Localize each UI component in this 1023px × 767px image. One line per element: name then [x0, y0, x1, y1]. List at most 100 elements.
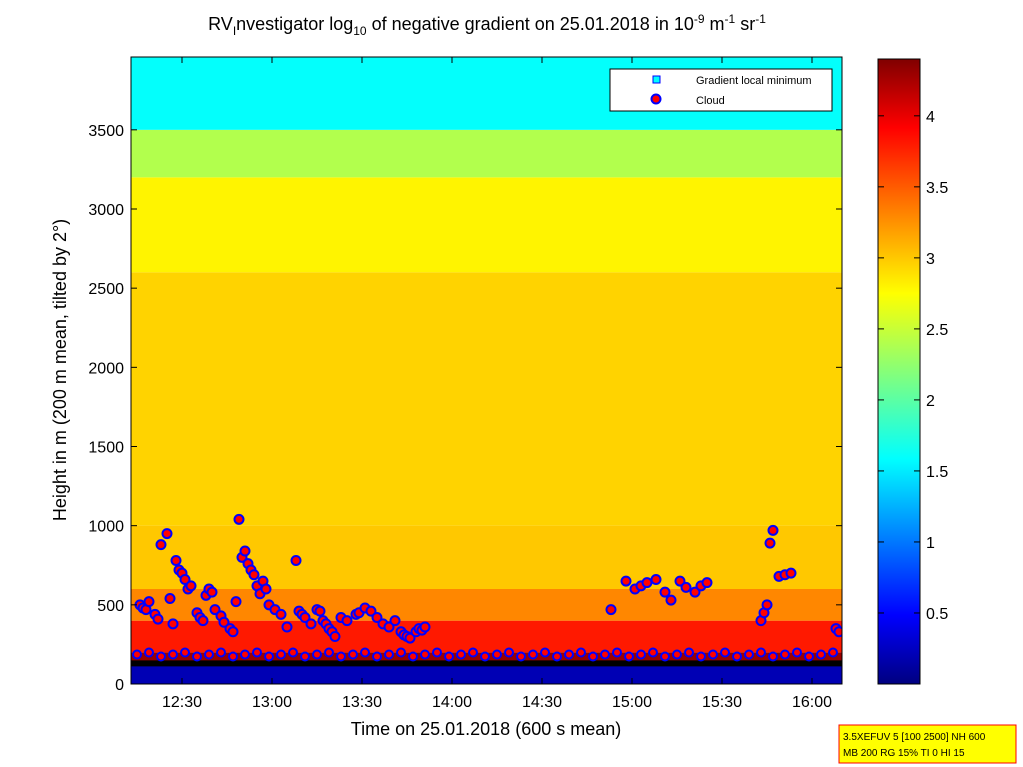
base-cloud-marker	[528, 649, 538, 660]
base-cloud-marker	[552, 651, 562, 662]
settings-info-box	[838, 724, 1017, 764]
x-tick-label: 16:00	[792, 694, 832, 711]
base-cloud-marker	[156, 651, 166, 662]
base-cloud-marker	[564, 649, 574, 660]
y-axis-ticks: 0 500 1000 1500 2000 2500 3000 3500	[88, 123, 842, 694]
base-cloud-marker	[732, 651, 742, 662]
y-tick-label: 1500	[88, 440, 124, 457]
cloud-marker	[389, 615, 401, 627]
cloud-marker	[164, 593, 176, 604]
cloud-marker	[605, 604, 617, 616]
base-cloud-marker	[384, 649, 394, 660]
base-cloud-marker	[240, 649, 250, 660]
base-cloud-marker	[288, 647, 298, 658]
cloud-marker	[170, 555, 182, 566]
legend-label-gradient-minimum: Gradient local minimum	[696, 75, 812, 87]
cloud-marker	[650, 574, 662, 585]
base-cloud-marker	[576, 647, 586, 658]
base-cloud-marker	[360, 647, 370, 658]
cloud-marker	[260, 583, 272, 595]
y-tick-label: 1000	[88, 519, 124, 536]
base-cloud-marker	[336, 651, 346, 662]
base-cloud-marker	[180, 647, 190, 658]
x-axis-ticks: 12:30 13:00 13:30 14:00 14:30 15:00 15:30 16:00	[162, 57, 832, 711]
base-cloud-marker	[600, 649, 610, 660]
cloud-marker	[152, 613, 164, 625]
base-cloud-marker	[492, 649, 502, 660]
cloud-marker	[620, 575, 632, 587]
colorbar-tick-label: 3	[926, 251, 935, 268]
cloud-marker	[365, 605, 377, 617]
colorbar-tick-label: 4	[926, 109, 935, 126]
base-cloud-marker	[504, 647, 514, 658]
legend-marker-gradient-minimum	[652, 75, 661, 84]
y-tick-label: 3000	[88, 202, 124, 219]
cloud-marker	[767, 524, 779, 536]
cloud-marker	[290, 555, 302, 566]
y-tick-label: 500	[97, 598, 124, 615]
cloud-marker	[383, 621, 395, 633]
base-cloud-marker	[756, 647, 766, 658]
field-band-7	[131, 129, 842, 178]
base-cloud-marker	[768, 651, 778, 662]
cloud-marker	[764, 537, 776, 549]
colorbar-tick-label: 1	[926, 535, 935, 552]
cloud-marker	[206, 586, 218, 598]
base-cloud-marker	[672, 649, 682, 660]
cloud-marker	[341, 615, 353, 627]
base-cloud-marker	[396, 647, 406, 658]
legend-marker-cloud	[650, 93, 662, 105]
x-tick-label: 15:00	[612, 694, 652, 711]
cloud-marker	[674, 575, 686, 587]
cloud-marker	[179, 574, 191, 585]
base-cloud-marker	[828, 647, 838, 658]
chart-title: RVInvestigator log10 of negative gradien…	[208, 12, 766, 38]
base-cloud-marker	[204, 649, 214, 660]
cloud-marker	[239, 545, 251, 557]
base-cloud-marker	[816, 649, 826, 660]
cloud-marker	[248, 569, 260, 581]
legend: Gradient local minimum Cloud	[609, 68, 833, 112]
base-cloud-marker	[612, 647, 622, 658]
field-band-5	[131, 272, 842, 526]
x-axis-label: Time on 25.01.2018 (600 s mean)	[351, 719, 622, 739]
base-cloud-marker	[132, 649, 142, 660]
x-tick-label: 12:30	[162, 694, 202, 711]
base-cloud-marker	[420, 649, 430, 660]
cloud-marker	[218, 616, 230, 628]
cloud-marker	[404, 632, 416, 644]
y-tick-label: 0	[115, 677, 124, 694]
cloud-marker	[680, 581, 692, 593]
cloud-marker	[230, 596, 242, 608]
base-cloud-marker	[792, 647, 802, 658]
colorbar-tick-label: 2	[926, 393, 935, 410]
info-line-2: MB 200 RG 15% TI 0 HI 15	[843, 748, 965, 759]
cloud-marker	[305, 618, 317, 630]
y-tick-label: 2000	[88, 360, 124, 377]
y-axis-label: Height in m (200 m mean, tilted by 2°)	[50, 219, 70, 521]
cloud-marker	[314, 605, 326, 617]
base-cloud-marker	[516, 651, 526, 662]
cloud-marker	[833, 626, 842, 638]
base-cloud-marker	[588, 651, 598, 662]
colorbar-tick-label: 0.5	[926, 606, 948, 623]
cloud-marker	[329, 631, 341, 642]
cloud-marker	[161, 528, 173, 540]
x-tick-label: 14:30	[522, 694, 562, 711]
base-cloud-marker	[696, 651, 706, 662]
legend-box	[609, 68, 833, 112]
field-band-2	[131, 620, 842, 653]
base-cloud-marker	[636, 649, 646, 660]
x-tick-label: 15:30	[702, 694, 742, 711]
colorbar-tick-label: 2.5	[926, 322, 948, 339]
colorbar-tick-label: 1.5	[926, 464, 948, 481]
y-tick-label: 2500	[88, 281, 124, 298]
y-tick-label: 3500	[88, 123, 124, 140]
cloud-marker	[233, 513, 245, 525]
heatmap-field	[131, 57, 842, 684]
base-cloud-marker	[684, 647, 694, 658]
cloud-marker	[701, 577, 713, 589]
base-cloud-marker	[408, 651, 418, 662]
x-tick-label: 14:00	[432, 694, 472, 711]
